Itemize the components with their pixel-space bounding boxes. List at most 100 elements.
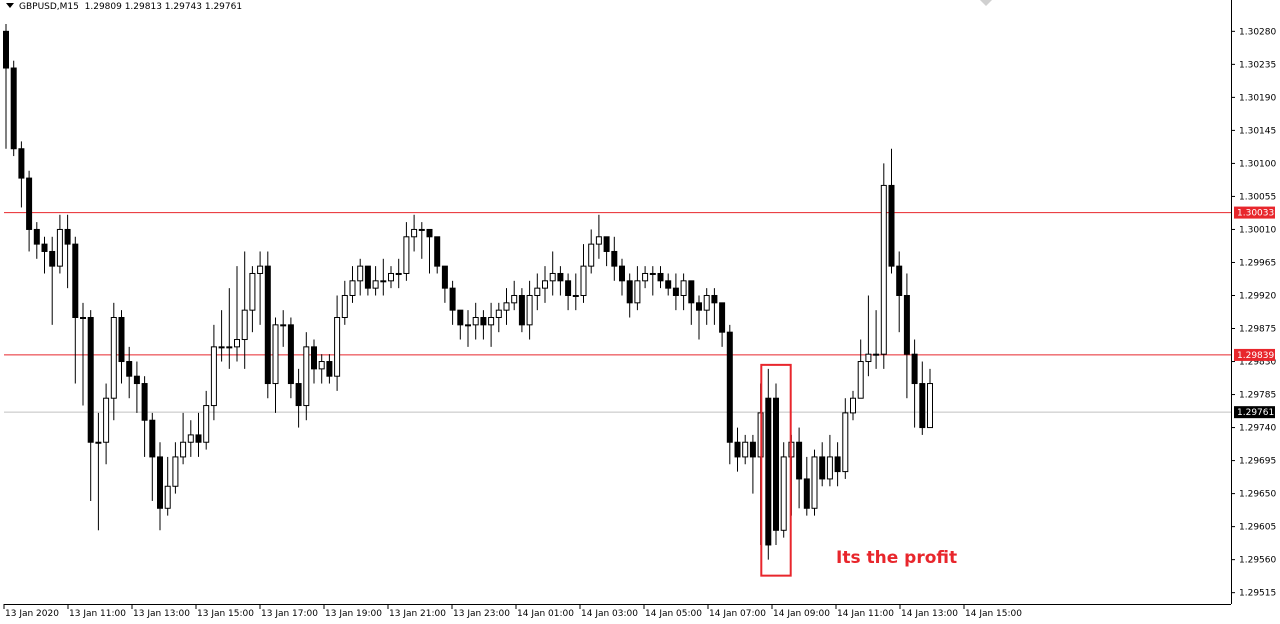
- candle: [588, 229, 595, 274]
- candle-body: [388, 272, 394, 282]
- candle: [303, 332, 310, 421]
- candle: [672, 273, 679, 311]
- candle: [457, 309, 464, 340]
- candle-body: [95, 441, 102, 444]
- candle-body: [56, 228, 63, 267]
- candle: [95, 412, 102, 531]
- scroll-indicator-icon: [980, 0, 992, 6]
- candle-body: [719, 302, 726, 333]
- candle: [626, 273, 633, 318]
- candle-body: [480, 317, 487, 326]
- candle: [703, 288, 710, 325]
- candle: [118, 310, 125, 384]
- candle-body: [649, 272, 656, 275]
- candle: [234, 266, 240, 362]
- current-price-marker-bg: [1234, 406, 1275, 419]
- candle-body: [696, 302, 702, 311]
- y-tick-label: 1.30010: [1239, 225, 1276, 235]
- time-axis[interactable]: 13 Jan 2020 13 Jan 11:00 13 Jan 13:00 13 Ja…: [3, 604, 1022, 619]
- y-tick-label: 1.29560: [1239, 556, 1276, 566]
- candle: [557, 266, 564, 296]
- level-marker-label: 1.30033: [1237, 209, 1274, 219]
- candle-body: [41, 243, 48, 252]
- candle-body: [157, 456, 163, 509]
- candle: [534, 273, 541, 311]
- candle-body: [826, 456, 833, 480]
- candle-body: [441, 265, 448, 289]
- candle: [927, 368, 933, 429]
- candle-body: [726, 331, 733, 443]
- level-marker-label: 1.29839: [1237, 351, 1274, 361]
- x-tick-label: 14 Jan 01:00: [517, 609, 574, 619]
- x-tick-label: 13 Jan 15:00: [197, 609, 254, 619]
- candle: [657, 266, 664, 289]
- price-markers: 1.30033 1.29839 1.29761: [1234, 206, 1275, 419]
- candle: [719, 302, 726, 347]
- candle: [418, 222, 425, 259]
- y-tick-label: 1.30235: [1239, 60, 1276, 70]
- candle: [888, 148, 895, 274]
- candle: [819, 442, 826, 487]
- x-tick-label: 14 Jan 03:00: [581, 609, 638, 619]
- candle-body: [303, 346, 310, 407]
- candle-body: [218, 346, 225, 349]
- price-axis[interactable]: 1.30280 1.30235 1.30190 1.30145 1.30100 1.300…: [1231, 27, 1276, 599]
- candle: [164, 456, 171, 516]
- candle: [280, 310, 287, 347]
- candle-body: [495, 309, 502, 319]
- x-tick-label: 13 Jan 2020: [5, 609, 59, 619]
- candles[interactable]: [3, 24, 933, 560]
- candle-body: [164, 485, 171, 509]
- x-tick-label: 14 Jan 15:00: [965, 609, 1022, 619]
- candle-body: [272, 324, 279, 385]
- x-tick-label: 14 Jan 09:00: [773, 609, 830, 619]
- candle-body: [603, 236, 610, 252]
- candle-body: [549, 272, 556, 282]
- y-tick-label: 1.30280: [1239, 27, 1276, 37]
- candle: [372, 266, 379, 296]
- candle: [511, 280, 518, 311]
- dropdown-icon[interactable]: [6, 3, 14, 8]
- candle: [10, 60, 17, 157]
- candle: [49, 236, 56, 325]
- candle: [742, 434, 749, 465]
- candle: [873, 310, 880, 369]
- candle: [911, 339, 918, 428]
- candle: [619, 258, 625, 296]
- candle-body: [619, 265, 625, 282]
- candle: [110, 302, 117, 421]
- candle-body: [665, 280, 672, 289]
- candle-body: [26, 177, 33, 230]
- candle-body: [626, 280, 633, 304]
- candle-body: [542, 280, 548, 289]
- candle-body: [403, 236, 410, 274]
- candle: [187, 420, 194, 457]
- candle: [426, 228, 433, 274]
- candle: [272, 317, 279, 413]
- candle: [226, 288, 233, 369]
- y-tick-label: 1.29605: [1239, 523, 1276, 533]
- candle: [488, 302, 495, 347]
- y-tick-label: 1.29515: [1239, 589, 1276, 599]
- candle-body: [341, 294, 348, 319]
- candle-body: [865, 353, 872, 363]
- candle: [680, 273, 687, 311]
- candle-body: [572, 294, 579, 297]
- current-price-marker-label: 1.29761: [1237, 408, 1274, 418]
- candle-body: [311, 346, 317, 370]
- candle-body: [873, 353, 880, 356]
- candle: [734, 427, 741, 472]
- candle-body: [3, 30, 9, 69]
- candle-body: [557, 272, 564, 282]
- candle: [133, 361, 140, 413]
- candle: [149, 412, 156, 501]
- candle: [580, 244, 587, 303]
- candle: [403, 222, 410, 281]
- candle-body: [395, 272, 402, 275]
- candle: [334, 295, 341, 391]
- candle: [449, 280, 456, 325]
- candle: [796, 427, 803, 509]
- candle-body: [850, 397, 856, 414]
- candle: [903, 273, 910, 399]
